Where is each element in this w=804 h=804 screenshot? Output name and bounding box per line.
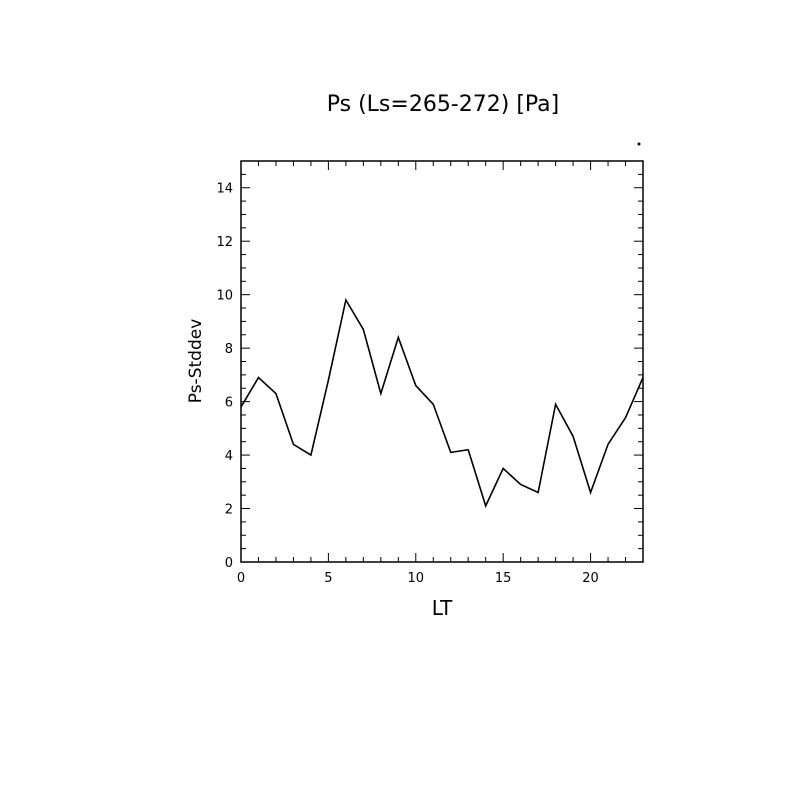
plot-frame xyxy=(240,160,644,563)
corner-dot xyxy=(637,142,641,146)
y-tick-label: 10 xyxy=(216,289,233,304)
chart-title: Ps (Ls=265-272) [Pa] xyxy=(327,92,560,117)
y-tick-label: 4 xyxy=(225,449,233,464)
series-line xyxy=(240,297,644,509)
y-tick-label: 0 xyxy=(225,556,233,571)
x-tick-label: 0 xyxy=(237,571,245,586)
x-tick-label: 20 xyxy=(582,571,599,586)
x-tick-label: 15 xyxy=(495,571,512,586)
y-tick-label: 14 xyxy=(216,182,233,197)
x-tick-label: 10 xyxy=(408,571,425,586)
y-tick-label: 12 xyxy=(216,235,233,250)
y-tick-label: 2 xyxy=(225,503,233,518)
x-tick-label: 5 xyxy=(324,571,332,586)
y-axis-label: Ps-Stddev xyxy=(186,319,206,404)
x-axis-label: LT xyxy=(432,596,453,620)
y-tick-label: 6 xyxy=(225,396,233,411)
y-tick-label: 8 xyxy=(225,342,233,357)
